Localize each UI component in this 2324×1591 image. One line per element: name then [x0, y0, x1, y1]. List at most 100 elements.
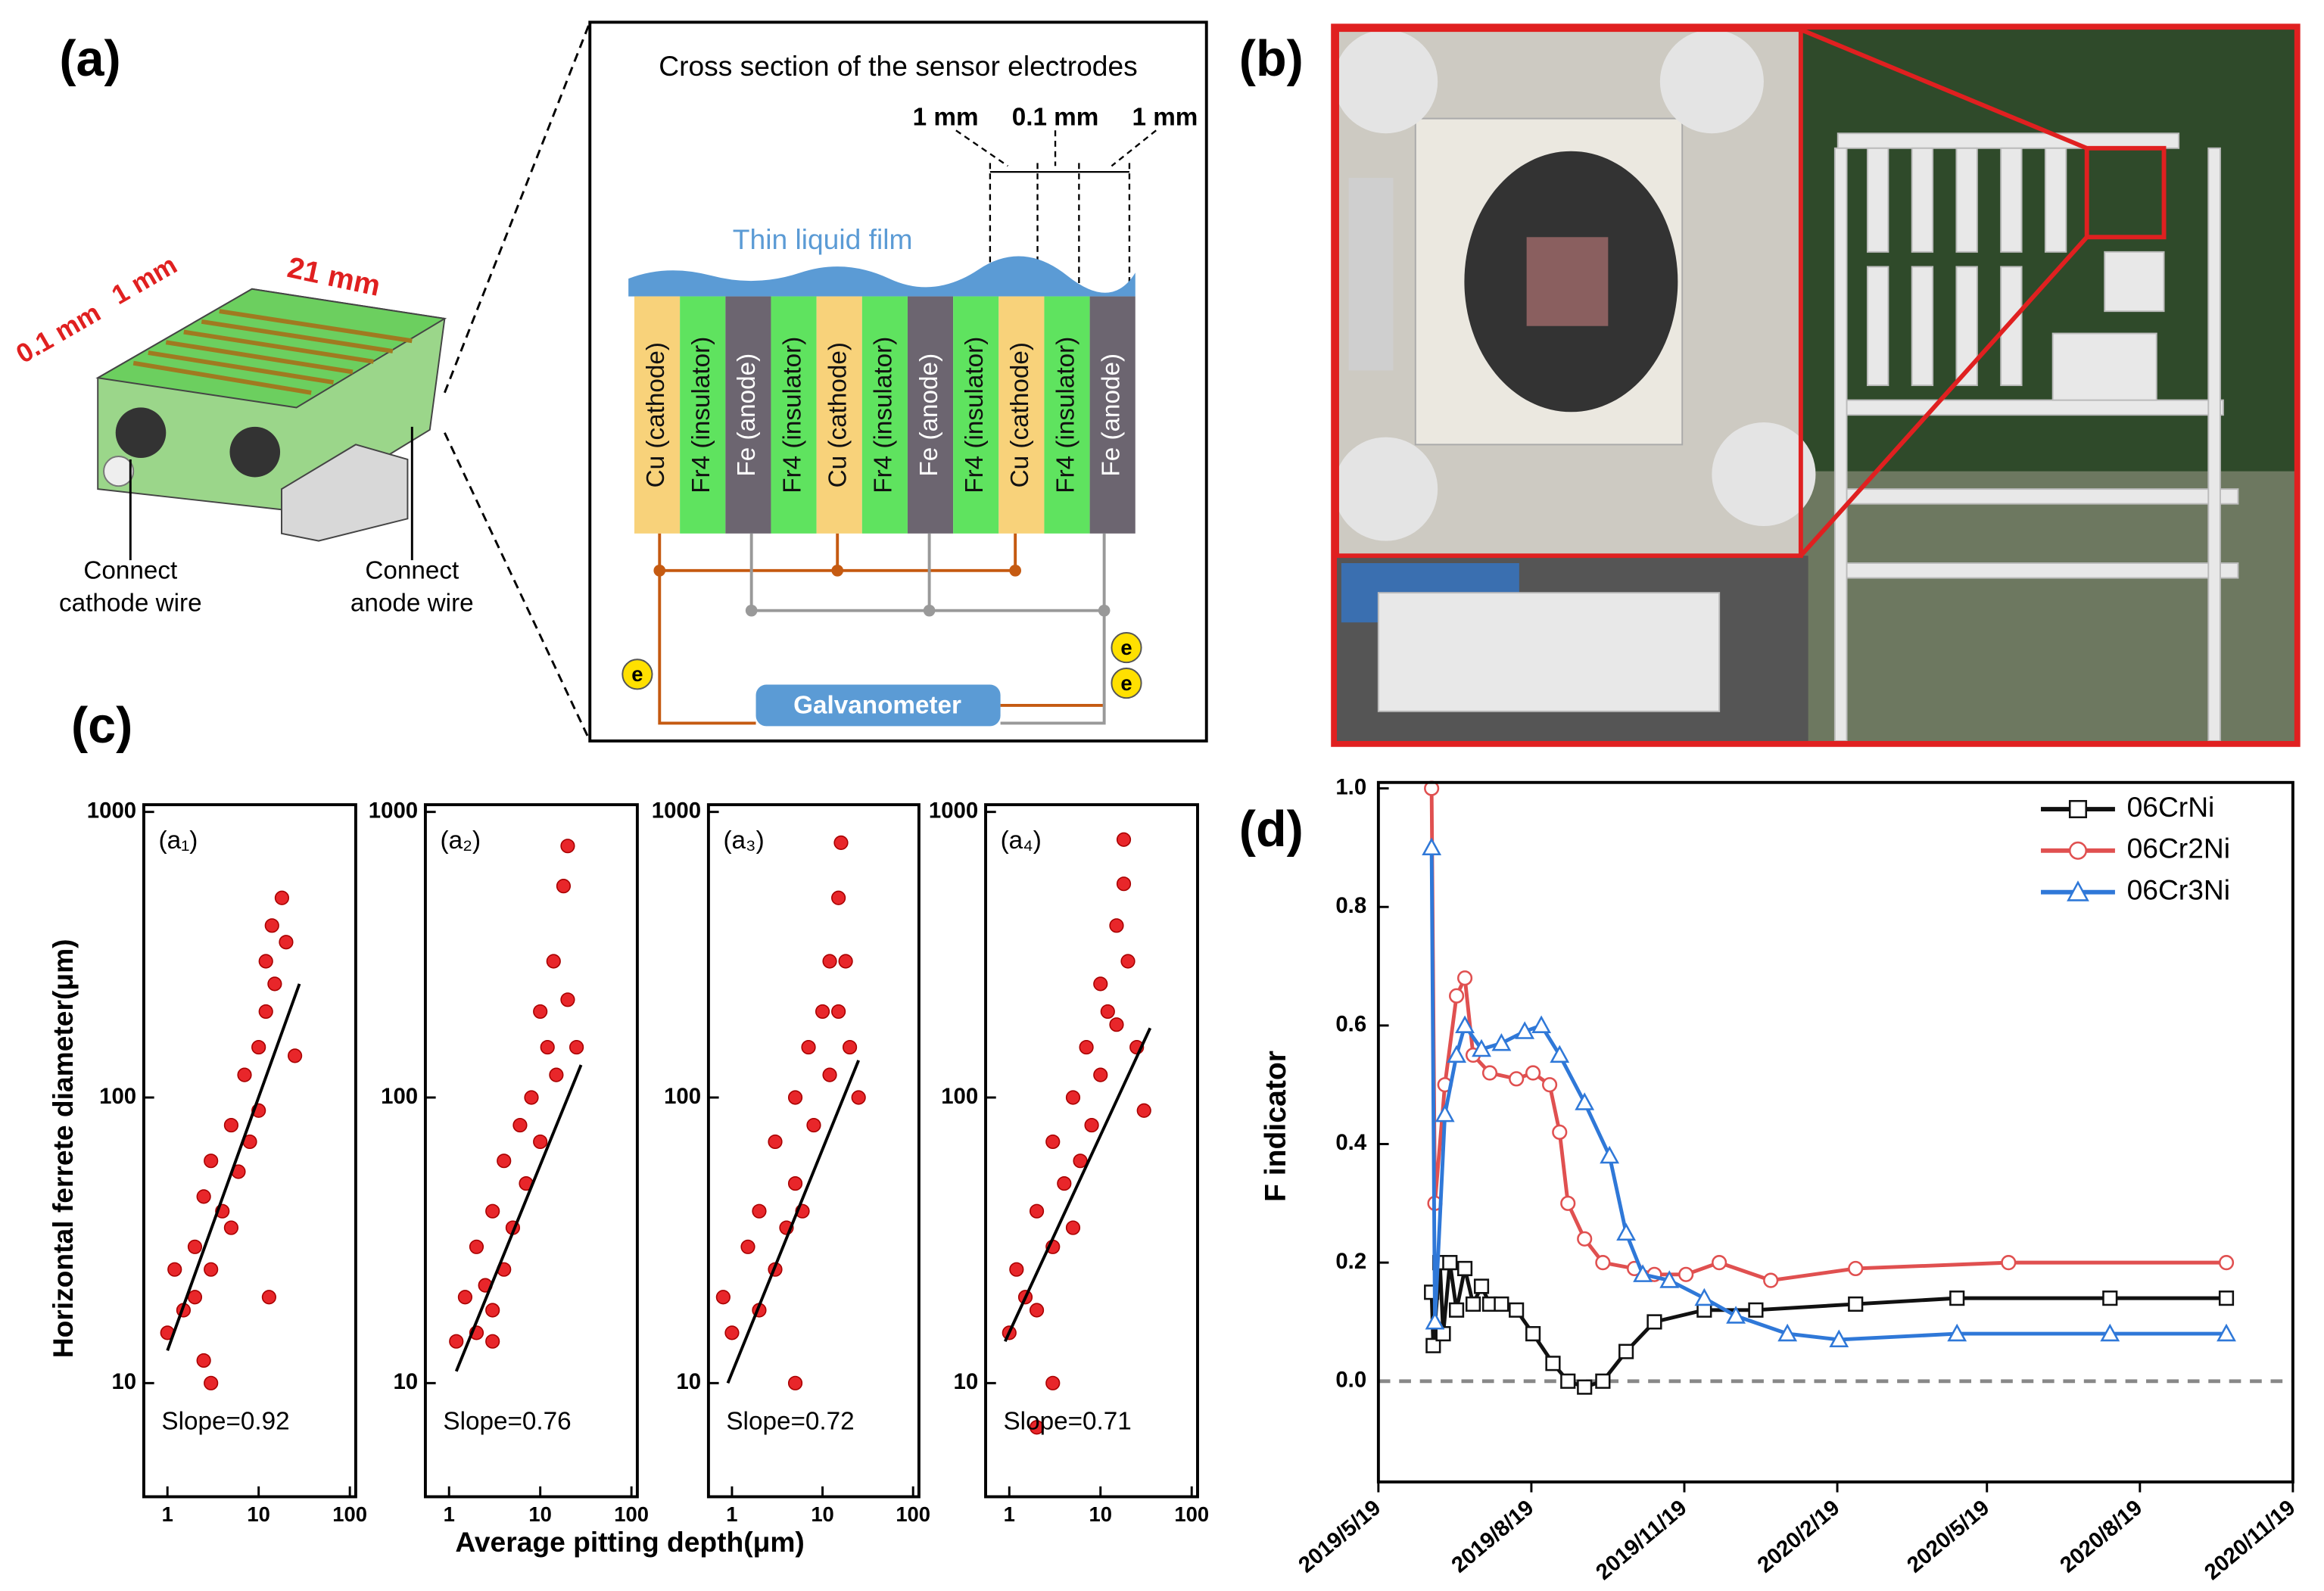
x-tick-label: 2020/2/19	[1752, 1495, 1844, 1577]
marker	[1435, 1104, 1455, 1122]
cross-section-title: Cross section of the sensor electrodes	[659, 50, 1138, 82]
charts: 10 100 1000 1 10 100 (a₁) Slope=0.92 10 100 1000 1 1…	[87, 774, 2301, 1585]
scatter-point	[1029, 1303, 1045, 1318]
cross-section-frame	[588, 20, 1208, 743]
x-tick-label: 100	[1174, 1502, 1209, 1526]
marker	[1694, 1287, 1715, 1306]
electrode	[1044, 296, 1090, 534]
subplot-label: (a₄)	[1001, 827, 1042, 855]
electrode	[816, 296, 862, 534]
galvanometer-box	[755, 684, 1001, 727]
electrodes: Cu (cathode) Fr4 (insulator) Fe (anode) Fr4…	[634, 296, 1136, 534]
y-tick-label: 100	[99, 1084, 136, 1109]
y-tick-label: 1.0	[1335, 774, 1366, 799]
x-tick-label: 100	[332, 1502, 367, 1526]
scatter-point	[1136, 1103, 1151, 1118]
slope-annotation: Slope=0.72	[726, 1407, 854, 1435]
scatter-point	[549, 1067, 564, 1082]
photo-part-part	[1866, 266, 1889, 387]
film-label: Thin liquid film	[733, 223, 913, 255]
photo-part	[1334, 437, 1438, 541]
electron-label: e	[631, 662, 643, 686]
sensor-drawing-part-part	[219, 309, 413, 344]
scatter-point	[267, 976, 282, 992]
slope-annotation: Slope=0.71	[1004, 1407, 1132, 1435]
circuit-nodes-part	[745, 604, 758, 617]
marker	[1515, 1021, 1535, 1039]
marker	[2001, 1255, 2017, 1271]
scatter-point	[815, 1004, 830, 1020]
electrode-label: Fr4 (insulator)	[1051, 337, 1079, 493]
scatter-point	[560, 992, 575, 1007]
scatter-point	[485, 1334, 500, 1349]
scatter-point	[1045, 1375, 1061, 1390]
scatter-point	[1093, 976, 1108, 992]
subplot-label: (a₃)	[723, 827, 764, 855]
marker	[1550, 1045, 1570, 1063]
scatter-point	[167, 1262, 182, 1277]
circuit-nodes	[653, 564, 1021, 577]
marker	[1531, 1015, 1552, 1033]
electrode-label: Cu (cathode)	[642, 342, 670, 487]
scatter-point	[752, 1203, 767, 1219]
electron-badges-part	[1111, 632, 1142, 664]
marker	[1848, 1296, 1864, 1312]
sensor-drawing-part	[229, 426, 281, 478]
marker	[1552, 1124, 1568, 1140]
legend-marker	[2067, 880, 2089, 901]
marker	[1947, 1323, 1967, 1342]
scatter-point	[822, 954, 837, 969]
scatter-point	[768, 1134, 783, 1150]
scatter-point	[251, 1039, 266, 1055]
marker	[1726, 1306, 1746, 1324]
scatter-point	[187, 1290, 203, 1305]
sensor-drawing	[95, 288, 447, 561]
marker	[2100, 1323, 2120, 1342]
photo-part	[1334, 30, 1438, 134]
y-tick-label: 10	[393, 1369, 418, 1394]
scatter-point	[1029, 1420, 1045, 1435]
sensor-drawing-part	[103, 456, 135, 487]
dimension-label: 0.1 mm	[1012, 103, 1099, 131]
scatter-point	[223, 1220, 238, 1235]
scatter-point	[1084, 1117, 1099, 1133]
scatter-point	[1057, 1175, 1072, 1191]
plot-frame	[1376, 780, 2294, 1484]
scatter-point	[801, 1039, 816, 1055]
plot-frame	[142, 803, 357, 1499]
electrode	[725, 296, 771, 534]
electrode-label: Fr4 (insulator)	[870, 337, 898, 493]
marker	[1465, 1296, 1481, 1312]
scatter-point	[1100, 1004, 1115, 1020]
marker	[1560, 1373, 1576, 1389]
legend-label: 06CrNi	[2127, 791, 2215, 823]
marker	[1646, 1314, 1662, 1330]
marker	[2218, 1291, 2235, 1306]
scatter-point	[1065, 1220, 1081, 1235]
photo-part	[1799, 27, 2088, 151]
panel-label: (b)	[1239, 31, 1304, 87]
y-tick-label: 10	[954, 1369, 979, 1394]
y-axis-label: Horizontal ferrete diameter(μm)	[47, 939, 79, 1358]
dimension-lines	[955, 129, 1157, 297]
slope-annotation: Slope=0.92	[161, 1407, 289, 1435]
electrode-label: Fe (anode)	[733, 353, 761, 477]
electron-badges-part	[621, 659, 653, 690]
y-tick-label: 100	[941, 1084, 978, 1109]
x-tick-label: 2019/8/19	[1447, 1495, 1538, 1577]
marker	[1777, 1323, 1798, 1342]
scatter-point	[540, 1039, 555, 1055]
marker	[1633, 1264, 1653, 1282]
marker	[2102, 1291, 2118, 1306]
scatter-point	[524, 1090, 539, 1105]
marker	[1595, 1373, 1611, 1389]
scatter-point	[787, 1375, 803, 1390]
photo-part	[2084, 145, 2167, 240]
y-axis-label: F indicator	[1260, 1051, 1292, 1202]
electron-label: e	[1120, 636, 1132, 659]
dimension-lines-part-part	[1111, 129, 1157, 167]
marker	[1560, 1195, 1576, 1211]
scatter-point	[1109, 1017, 1124, 1032]
